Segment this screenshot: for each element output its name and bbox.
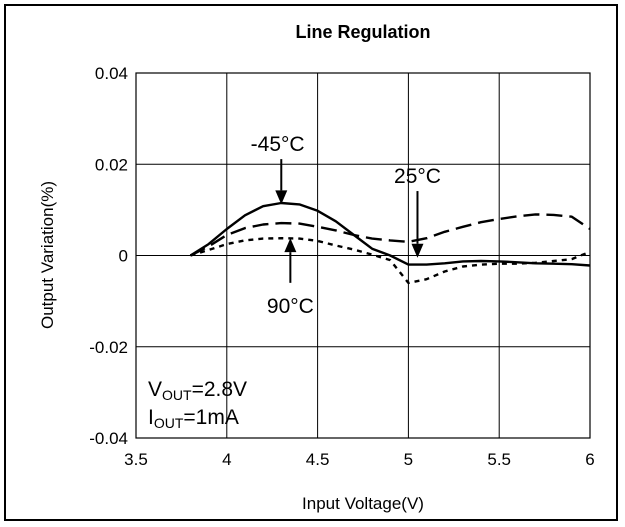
annotation-label: -45°C: [251, 133, 305, 156]
y-tick-label: -0.04: [89, 429, 128, 448]
y-tick-label: 0.02: [95, 155, 128, 174]
x-tick-label: 3.5: [124, 450, 148, 469]
x-axis-label: Input Voltage(V): [302, 494, 424, 513]
tick-labels: 3.5 4 4.5 5 5.5 6 0.04 0.02 0 -0.02 -0.04: [89, 64, 594, 469]
test-conditions: VOUT=2.8V IOUT=1mA: [148, 378, 247, 431]
annotation-arrow-head: [284, 238, 297, 253]
plot-area: [135, 72, 591, 439]
series-line: [190, 236, 591, 285]
grid: [136, 73, 590, 438]
series-layer: [189, 201, 591, 285]
chart-title: Line Regulation: [296, 22, 431, 42]
y-axis-label: Output Variation(%): [38, 181, 57, 329]
x-tick-label: 6: [585, 450, 594, 469]
series-line: [189, 201, 591, 267]
annotation-arrow-head: [275, 190, 288, 205]
series-line: [189, 213, 591, 257]
condition-text: IOUT=1mA: [148, 406, 239, 431]
annotation-label: 90°C: [267, 295, 314, 318]
y-tick-label: -0.02: [89, 338, 128, 357]
annotations: -45°C 25°C 90°C: [251, 133, 441, 318]
x-tick-label: 4.5: [306, 450, 330, 469]
annotation-label: 25°C: [394, 165, 441, 188]
x-tick-label: 5: [404, 450, 413, 469]
x-tick-label: 5.5: [487, 450, 511, 469]
annotation-arrow-head: [411, 243, 424, 258]
condition-text: VOUT=2.8V: [148, 378, 247, 403]
y-tick-label: 0.04: [95, 64, 128, 83]
y-tick-label: 0: [119, 247, 128, 266]
x-tick-label: 4: [222, 450, 231, 469]
